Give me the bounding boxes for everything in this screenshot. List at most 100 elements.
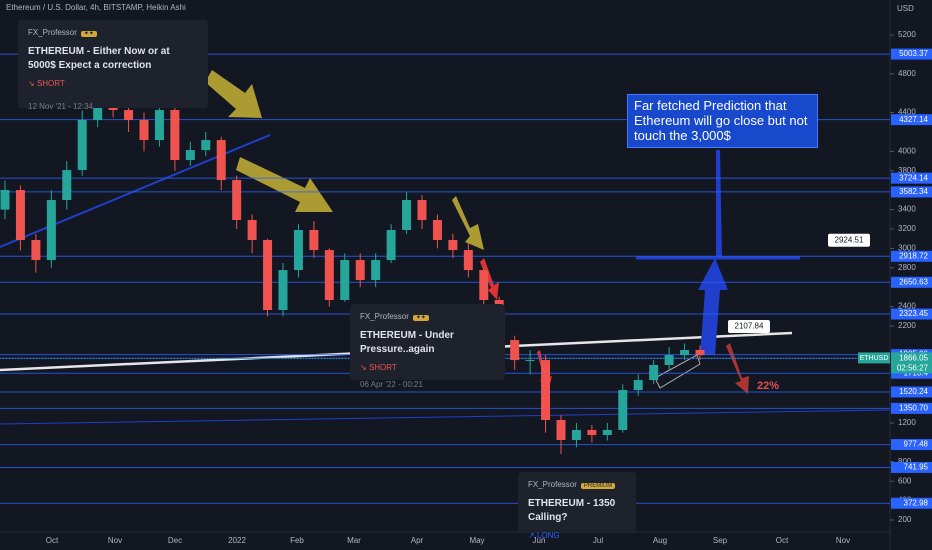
idea-badge: PREMIUM [580, 483, 616, 489]
y-tick-label: 4400 [898, 108, 916, 117]
symbol-box [858, 352, 890, 364]
arrow [236, 157, 333, 212]
candle-body [139, 119, 149, 141]
idea-date: 06 Apr '22 - 00:21 [360, 380, 423, 389]
price-level-box [891, 172, 932, 184]
candle-body [247, 219, 257, 240]
price-level-box [891, 386, 932, 398]
y-tick-label: 2800 [898, 263, 916, 272]
resistance-label: 2107.84 [735, 322, 764, 331]
candle-body [0, 190, 10, 210]
idea-direction: SHORT [36, 79, 65, 88]
arrow [205, 70, 262, 118]
price-level-label: 4327.14 [899, 115, 928, 124]
callout: Far fetched Prediction that Ethereum wil… [627, 94, 818, 148]
x-tick-label: 2022 [228, 536, 246, 545]
x-tick-label: Oct [46, 536, 59, 545]
price-level-label: 372.98 [904, 498, 929, 507]
candle-body [510, 340, 520, 361]
price-level-label: 1350.70 [899, 404, 928, 413]
price-level-label: 2918.72 [899, 251, 928, 260]
y-tick-label: 2200 [898, 321, 916, 330]
candle-body [402, 200, 412, 230]
y-tick-label: 3400 [898, 205, 916, 214]
idea-card[interactable]: FX_Professor ✦✦ ETHEREUM - Under Pressure… [350, 304, 505, 389]
x-tick-label: Feb [290, 536, 304, 545]
candle-body [556, 420, 566, 440]
price-level-label: 1520.24 [899, 387, 928, 396]
target-label-box [828, 233, 870, 247]
price-level-box [891, 48, 932, 60]
idea-title: ETHEREUM - 1350 Calling? [528, 498, 616, 523]
price-level-box [891, 186, 932, 198]
price-level-box [891, 250, 932, 262]
x-tick-label: Nov [836, 536, 850, 545]
arrow [698, 258, 728, 355]
x-tick-label: Jun [533, 536, 546, 545]
y-tick-label: 4800 [898, 69, 916, 78]
y-tick-label: 3800 [898, 166, 916, 175]
idea-title: ETHEREUM - Under Pressure..again [360, 330, 454, 355]
idea-direction: LONG [536, 531, 560, 540]
y-tick-label: 3200 [898, 224, 916, 233]
candle-body [432, 219, 442, 240]
x-tick-label: Nov [108, 536, 122, 545]
price-level-label: 5003.37 [899, 49, 928, 58]
candle-body [324, 250, 334, 301]
candle-body [649, 365, 659, 381]
idea-title: ETHEREUM - Either Now or at 5000$ Expect… [28, 46, 170, 71]
candle-body [618, 390, 628, 430]
arrow [726, 343, 749, 394]
candle-body [46, 200, 56, 261]
price-level-box [891, 461, 932, 473]
last-price-box [891, 352, 932, 374]
candle-body [371, 260, 381, 281]
price-level-label: 2650.63 [899, 277, 928, 286]
currency-label: USD [897, 4, 914, 13]
idea-author: FX_Professor [528, 480, 577, 489]
drop-label: 22% [757, 380, 779, 392]
y-tick-label: 600 [898, 476, 912, 485]
arrow [452, 196, 484, 250]
price-level-box [891, 114, 932, 126]
candle-body [340, 260, 350, 301]
candle-body [695, 349, 705, 356]
candle-body [571, 429, 581, 440]
x-tick-label: Dec [168, 536, 182, 545]
price-level-label: 2323.45 [899, 309, 928, 318]
x-tick-label: Apr [411, 536, 424, 545]
y-tick-label: 5200 [898, 30, 916, 39]
trendline [0, 409, 891, 425]
arrow [480, 258, 499, 300]
candle-body [309, 229, 319, 251]
price-level-label: 3724.14 [899, 173, 928, 182]
callout-pointer [716, 150, 722, 258]
candle-body [448, 239, 458, 251]
idea-author: FX_Professor [360, 312, 409, 321]
idea-card[interactable]: FX_Professor PREMIUM ETHEREUM - 1350 Call… [518, 472, 636, 540]
price-level-label: 3582.34 [899, 187, 928, 196]
candle-body [664, 355, 674, 366]
candle-body [680, 349, 690, 356]
trendline [0, 134, 271, 248]
x-tick-label: Jul [593, 536, 603, 545]
y-tick-label: 200 [898, 515, 912, 524]
candle-body [185, 150, 195, 161]
y-tick-label: 800 [898, 457, 912, 466]
channel [654, 354, 701, 389]
y-tick-label: 1200 [898, 418, 916, 427]
candle-body [77, 119, 87, 171]
x-tick-label: Sep [713, 536, 728, 545]
candle-body [201, 140, 211, 151]
price-level-label: 977.48 [904, 440, 929, 449]
idea-card[interactable]: FX_Professor ✦✦ ETHEREUM - Either Now or … [18, 20, 208, 111]
candle-body [124, 109, 134, 120]
last-price-label: 1866.05 [899, 354, 928, 363]
x-tick-label: Aug [653, 536, 667, 545]
candle-body [587, 429, 597, 436]
idea-author: FX_Professor [28, 28, 77, 37]
price-level-box [891, 497, 932, 509]
symbol-label: ETHUSD [860, 355, 889, 362]
idea-direction: SHORT [368, 363, 397, 372]
